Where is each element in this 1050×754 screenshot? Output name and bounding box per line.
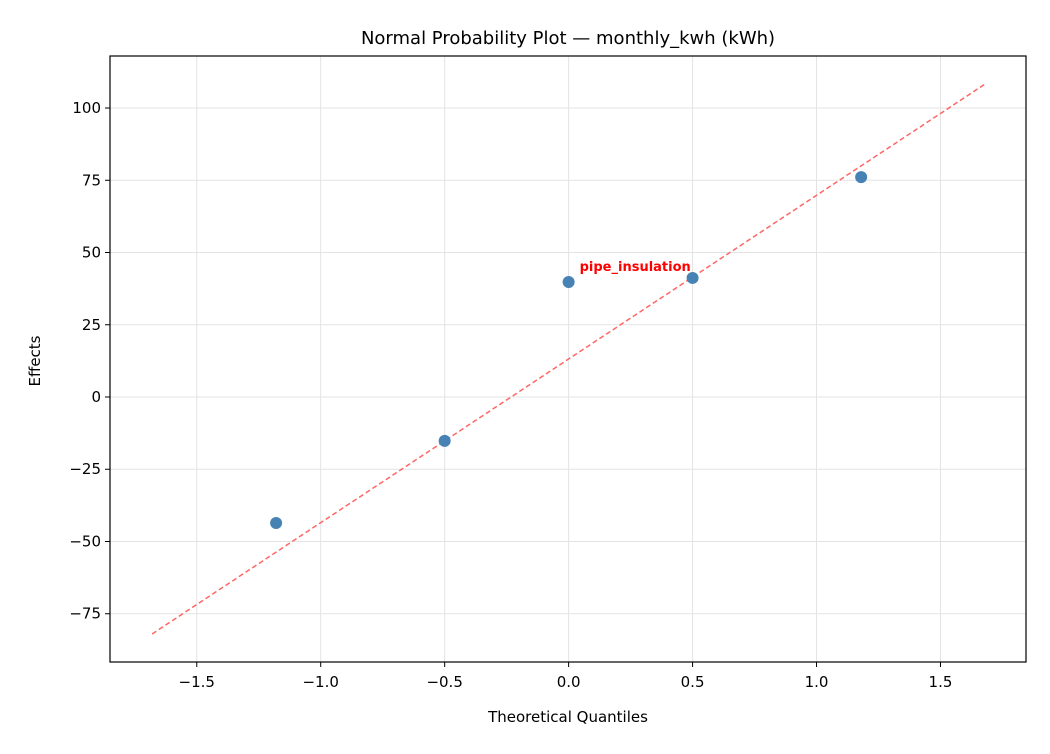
point-annotation: pipe_insulation — [580, 260, 691, 275]
x-tick-label: 1.5 — [929, 673, 953, 691]
x-axis-label: Theoretical Quantiles — [487, 708, 648, 726]
y-axis-label: Effects — [26, 335, 44, 386]
x-tick-label: −0.5 — [426, 673, 462, 691]
y-tick-label: 100 — [72, 99, 101, 117]
data-point — [855, 171, 868, 184]
annotations: pipe_insulation — [580, 260, 691, 275]
reference-line — [151, 83, 986, 635]
points-group — [270, 171, 868, 529]
grid — [110, 56, 1026, 662]
data-point — [270, 516, 283, 529]
y-axis-ticks: −75 −50 −25 0 25 50 75 100 — [69, 99, 110, 623]
x-tick-label: −1.5 — [179, 673, 215, 691]
y-tick-label: −25 — [69, 460, 101, 478]
y-tick-label: 75 — [82, 171, 101, 189]
x-tick-label: 0.0 — [557, 673, 581, 691]
x-tick-label: 1.0 — [805, 673, 829, 691]
x-tick-label: 0.5 — [681, 673, 705, 691]
y-tick-label: 0 — [91, 388, 101, 406]
data-point — [438, 434, 451, 447]
data-point — [562, 275, 575, 288]
x-axis-ticks: −1.5 −1.0 −0.5 0.0 0.5 1.0 1.5 — [179, 662, 953, 691]
y-tick-label: −50 — [69, 532, 101, 550]
chart-title: Normal Probability Plot — monthly_kwh (k… — [361, 28, 775, 49]
data-point — [686, 271, 699, 284]
y-tick-label: −75 — [69, 605, 101, 623]
x-tick-label: −1.0 — [302, 673, 338, 691]
reference-line-group — [151, 83, 986, 635]
y-tick-label: 50 — [82, 244, 101, 262]
plot-frame — [109, 55, 1027, 663]
y-tick-label: 25 — [82, 316, 101, 334]
